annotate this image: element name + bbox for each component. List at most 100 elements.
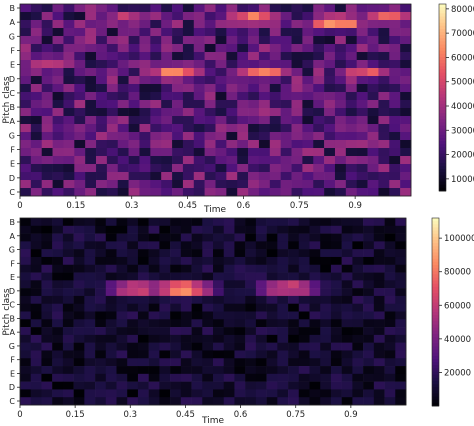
heatmap-cell <box>330 241 342 250</box>
colorbar-segment <box>432 249 439 253</box>
heatmap-cell <box>352 334 364 343</box>
heatmap-cell <box>85 84 97 93</box>
heatmap-cell <box>248 12 260 21</box>
x-ticks-bottom: 0 0.15 0.3 0.45 0.6 0.75 0.9 <box>17 405 358 420</box>
heatmap-cell <box>202 319 214 328</box>
heatmap-cell <box>373 249 385 258</box>
heatmap-cell <box>30 241 42 250</box>
heatmap-cell <box>363 358 375 367</box>
heatmap-cell <box>226 180 238 189</box>
colorbar-frame <box>438 3 447 192</box>
y-axis-label-bottom: Pitch class <box>2 288 12 335</box>
heatmap-cell <box>139 60 151 69</box>
heatmap-cell <box>117 124 129 133</box>
heatmap-cell <box>320 249 332 258</box>
heatmap-cell <box>84 272 96 281</box>
heatmap-cell <box>356 140 368 149</box>
heatmap-cell <box>74 132 86 141</box>
heatmap-cell <box>258 84 271 93</box>
heatmap-cell <box>341 342 353 351</box>
heatmap-cell <box>150 180 162 189</box>
heatmap-cell <box>215 172 227 181</box>
heatmap-cell <box>128 172 140 181</box>
heatmap-cell <box>226 140 238 149</box>
heatmap-cell <box>41 350 53 359</box>
heatmap-cell <box>324 44 336 53</box>
heatmap-cell <box>20 84 32 93</box>
heatmap-cell <box>116 303 128 312</box>
heatmap-cell <box>95 327 107 336</box>
heatmap-cell <box>106 140 119 149</box>
heatmap-cell <box>84 225 96 234</box>
heatmap-cell <box>356 92 368 101</box>
heatmap-cell <box>95 272 107 281</box>
heatmap-cell <box>341 381 353 390</box>
heatmap-cell <box>161 172 173 181</box>
heatmap-cell <box>148 342 160 351</box>
colorbar-tick-label: 10000 <box>451 175 474 185</box>
heatmap-cell <box>352 272 364 281</box>
heatmap-cell <box>320 218 332 227</box>
heatmap-cell <box>85 180 97 189</box>
heatmap-cell <box>313 60 325 69</box>
heatmap-cell <box>373 350 385 359</box>
heatmap-cell <box>106 180 119 189</box>
heatmap-cell <box>182 68 195 77</box>
heatmap-cell <box>41 327 53 336</box>
heatmap-cell <box>255 295 267 305</box>
heatmap-cell <box>116 288 128 297</box>
heatmap-cell <box>258 52 271 61</box>
heatmap-cell <box>74 116 86 125</box>
colorbar-segment <box>432 355 439 360</box>
heatmap-cell <box>159 319 171 328</box>
heatmap-cell <box>373 295 385 305</box>
heatmap-cell <box>345 148 357 157</box>
heatmap-cell <box>384 241 396 250</box>
heatmap-cell <box>269 116 281 125</box>
heatmap-cell <box>341 295 353 305</box>
colorbar-segment <box>432 308 439 313</box>
heatmap-cell <box>237 92 249 101</box>
heatmap-cell <box>334 108 347 117</box>
heatmap-cell <box>161 156 173 165</box>
heatmap-cell <box>352 327 364 336</box>
heatmap-cell <box>161 188 173 197</box>
heatmap-cell <box>345 20 357 29</box>
heatmap-cell <box>352 373 364 382</box>
heatmap-cell <box>341 311 353 320</box>
heatmap-cell <box>367 84 379 93</box>
heatmap-cell <box>320 288 332 297</box>
heatmap-cell <box>237 100 249 109</box>
colorbar-segment <box>439 119 446 123</box>
heatmap-cell <box>117 4 129 13</box>
colorbar-tick-label: 80000 <box>451 5 474 15</box>
heatmap-cell <box>170 264 182 273</box>
heatmap-cell <box>52 4 64 13</box>
heatmap-cell <box>170 358 182 367</box>
heatmap-cell <box>258 12 271 21</box>
heatmap-cell <box>191 288 203 297</box>
heatmap-cell <box>202 334 214 343</box>
heatmap-cell <box>334 156 347 165</box>
heatmap-cell <box>277 233 289 242</box>
heatmap-cell <box>345 68 357 77</box>
heatmap-cell <box>400 132 412 141</box>
heatmap-cell <box>395 241 407 250</box>
heatmap-cell <box>324 156 336 165</box>
heatmap-cell <box>352 303 364 312</box>
heatmap-cell <box>74 52 86 61</box>
heatmap-cell <box>320 272 332 281</box>
heatmap-cell <box>245 233 257 242</box>
heatmap-cell <box>215 116 227 125</box>
heatmap-cell <box>41 12 53 21</box>
heatmap-cell <box>30 172 43 181</box>
heatmap-cell <box>280 132 292 141</box>
heatmap-cell <box>191 303 203 312</box>
heatmap-cell <box>30 319 42 328</box>
heatmap-cell <box>170 327 182 336</box>
heatmap-cell <box>245 295 257 305</box>
heatmap-cell <box>106 148 119 157</box>
heatmap-cell <box>291 52 303 61</box>
heatmap-cell <box>63 132 75 141</box>
heatmap-cell <box>191 264 203 273</box>
